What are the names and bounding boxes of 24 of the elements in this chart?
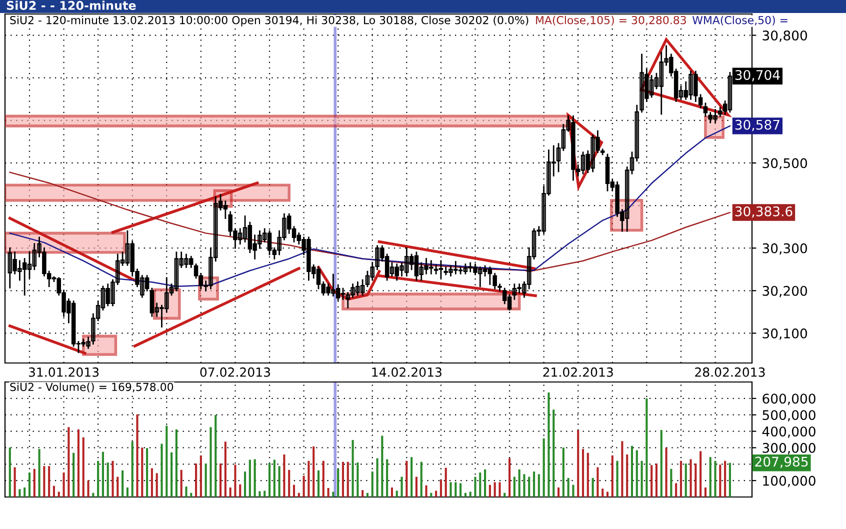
y-tick-label: 30,100: [762, 328, 808, 340]
x-tick-label: 31.01.2013: [28, 367, 99, 377]
x-tick-label: 07.02.2013: [200, 367, 270, 377]
y-tick-label: 30,300: [762, 243, 808, 255]
x-tick-label: 21.02.2013: [543, 367, 613, 377]
data-label: 30,383.6: [735, 206, 792, 218]
y-tick-label: 400,000: [762, 426, 816, 438]
y-tick-label: 300,000: [762, 442, 816, 454]
chart-subtitle: SiU2 - - 120-minute: [6, 0, 136, 10]
text: 207,985: [755, 456, 808, 468]
y-tick-label: 100,000: [763, 476, 816, 488]
text: 30,704: [735, 70, 780, 82]
y-tick-label: 30,800: [762, 30, 808, 42]
y-tick-label: 30,500: [762, 158, 808, 170]
data-label: 30,587: [735, 120, 780, 132]
y-tick-label: 30,200: [762, 286, 808, 298]
text: WMA(Close,50) =: [692, 16, 788, 26]
chart-title: SiU2 - Volume() = 169,578.00: [10, 382, 174, 392]
y-tick-label: 600,000: [762, 394, 816, 405]
text: MA(Close,105) = 30,280.83: [536, 16, 686, 26]
x-tick-label: 14.02.2013: [372, 367, 442, 377]
y-tick-label: 500,000: [762, 410, 816, 422]
chart-title: SiU2 - 120-minute 13.02.2013 10:00:00 Open 30194, Hi 30238, Lo 30188, Close 30202 (0.0%): [10, 16, 528, 26]
x-tick-label: 28.02.2013: [695, 367, 765, 377]
